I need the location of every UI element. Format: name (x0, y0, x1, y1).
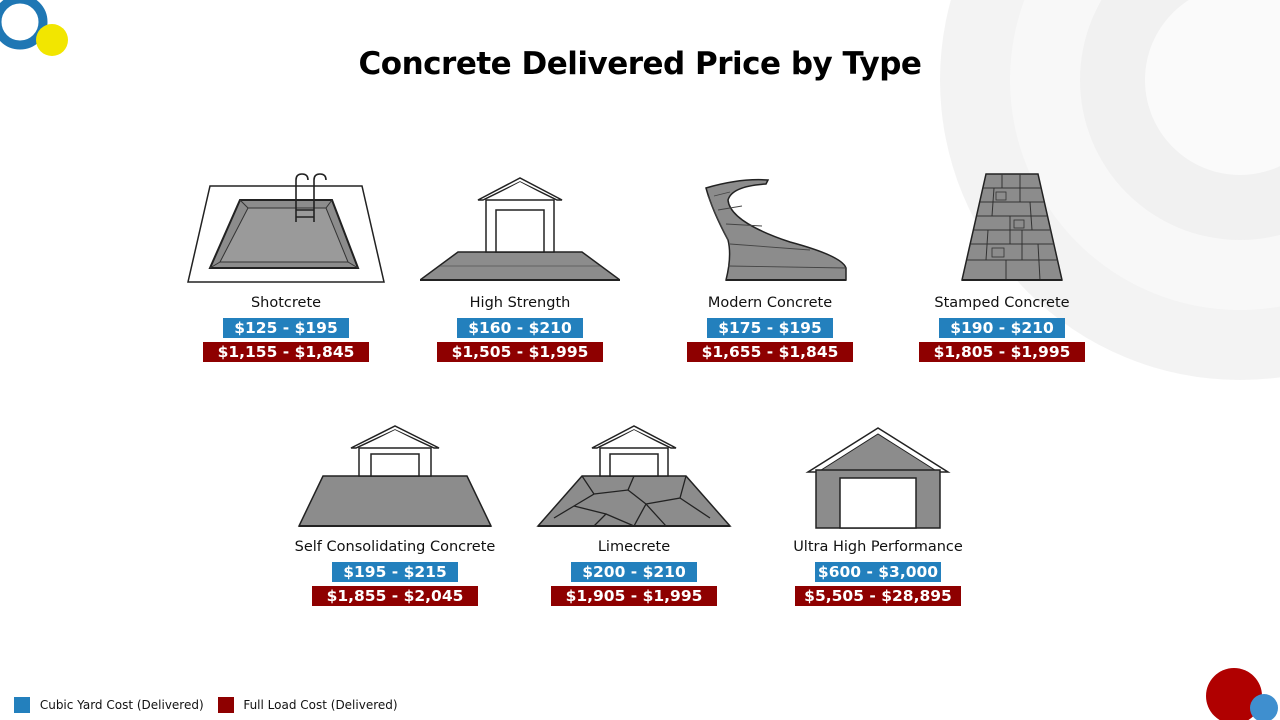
legend-label-cubic-yard: Cubic Yard Cost (Delivered) (39, 698, 204, 712)
pool-icon (187, 173, 385, 283)
cubic-yard-price: $175 - $195 (707, 318, 833, 338)
concrete-type-card: Shotcrete $125 - $195 $1,155 - $1,845 (166, 170, 406, 362)
full-load-price: $1,805 - $1,995 (919, 342, 1085, 362)
brand-corner-icon (1206, 668, 1278, 720)
concrete-type-name: Ultra High Performance (793, 539, 963, 555)
curved-walkway-icon (705, 178, 847, 281)
legend-swatch-full-load (217, 697, 234, 713)
concrete-type-name: Self Consolidating Concrete (294, 539, 496, 555)
concrete-type-name: Shotcrete (250, 295, 322, 311)
full-load-price: $5,505 - $28,895 (795, 586, 961, 606)
cubic-yard-price: $190 - $210 (939, 318, 1065, 338)
legend-label-full-load: Full Load Cost (Delivered) (243, 698, 398, 712)
cubic-yard-price: $195 - $215 (332, 562, 458, 582)
concrete-type-name: Stamped Concrete (934, 295, 1070, 311)
brand-logo-icon (0, 0, 68, 56)
legend-swatch-cubic-yard (14, 697, 30, 713)
garage-driveway-icon (420, 177, 620, 281)
page-title: Concrete Delivered Price by Type (358, 46, 922, 82)
cubic-yard-price: $200 - $210 (571, 562, 697, 582)
concrete-type-card: Modern Concrete $175 - $195 $1,655 - $1,… (650, 170, 890, 362)
concrete-type-card: High Strength $160 - $210 $1,505 - $1,99… (400, 170, 640, 362)
large-garage-icon (805, 427, 951, 529)
cubic-yard-price: $125 - $195 (223, 318, 349, 338)
concrete-type-card: Self Consolidating Concrete $195 - $215 … (275, 414, 515, 606)
legend-item-cubic-yard: Cubic Yard Cost (Delivered) (14, 697, 204, 713)
garage-flagstone-icon (536, 425, 732, 527)
full-load-price: $1,505 - $1,995 (437, 342, 603, 362)
full-load-price: $1,655 - $1,845 (687, 342, 853, 362)
concrete-type-card: Ultra High Performance $600 - $3,000 $5,… (758, 414, 998, 606)
full-load-price: $1,855 - $2,045 (312, 586, 478, 606)
full-load-price: $1,905 - $1,995 (551, 586, 717, 606)
concrete-type-card: Stamped Concrete $190 - $210 $1,805 - $1… (882, 170, 1122, 362)
concrete-type-name: Limecrete (597, 539, 671, 555)
cubic-yard-price: $600 - $3,000 (815, 562, 941, 582)
full-load-price: $1,155 - $1,845 (203, 342, 369, 362)
concrete-type-name: Modern Concrete (707, 295, 833, 311)
cubic-yard-price: $160 - $210 (457, 318, 583, 338)
concrete-type-card: Limecrete $200 - $210 $1,905 - $1,995 (514, 414, 754, 606)
garage-driveway-icon (297, 425, 493, 527)
legend-item-full-load: Full Load Cost (Delivered) (217, 697, 398, 713)
stamped-path-icon (961, 173, 1063, 281)
legend: Cubic Yard Cost (Delivered) Full Load Co… (14, 697, 408, 717)
concrete-type-name: High Strength (469, 295, 571, 311)
